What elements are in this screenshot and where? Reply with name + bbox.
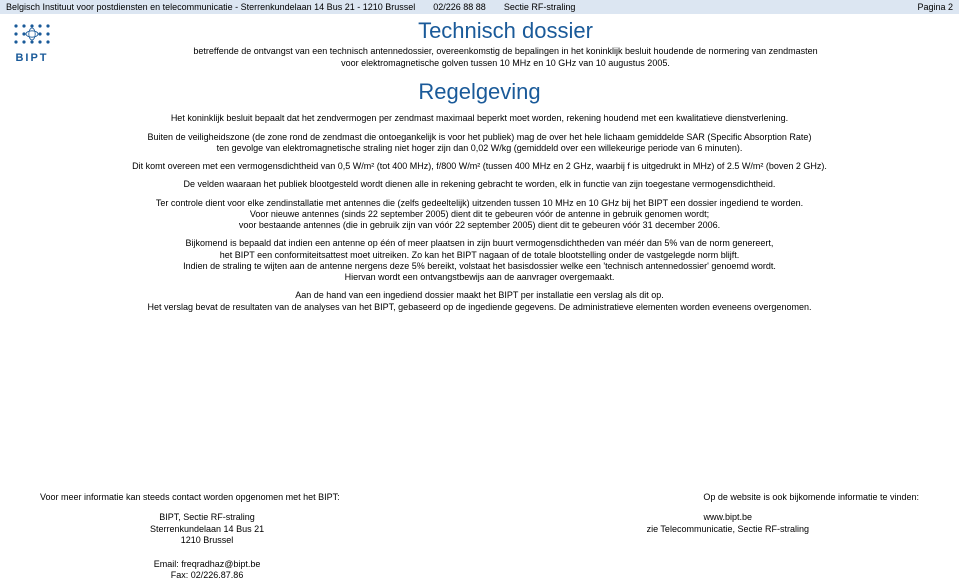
subtitle-line-1: betreffende de ontvangst van een technis… [58,46,953,58]
section-title: Regelgeving [0,79,959,105]
body-text: Het koninklijk besluit bepaalt dat het z… [0,113,959,313]
footer-info-left: Voor meer informatie kan steeds contact … [40,492,340,502]
page-title: Technisch dossier [58,18,953,44]
paragraph: Het koninklijk besluit bepaalt dat het z… [40,113,919,124]
header-page-number: Pagina 2 [917,2,953,12]
logo-text: BIPT [6,52,58,64]
footer-info-right: Op de website is ook bijkomende informat… [703,492,919,502]
paragraph: Bijkomend is bepaald dat indien een ante… [40,238,919,283]
page-header: Belgisch Instituut voor postdiensten en … [0,0,959,14]
header-section: Sectie RF-straling [504,2,576,12]
paragraph: Dit komt overeen met een vermogensdichth… [40,161,919,172]
logo-dots-icon [12,22,52,50]
paragraph: Aan de hand van een ingediend dossier ma… [40,290,919,313]
header-org: Belgisch Instituut voor postdiensten en … [6,2,415,12]
logo-block: BIPT [6,18,58,69]
header-phone: 02/226 88 88 [433,2,486,12]
footer-address: BIPT, Sectie RF-straling Sterrenkundelaa… [150,512,264,582]
paragraph: De velden waaraan het publiek blootgeste… [40,179,919,190]
footer-website: www.bipt.be zie Telecommunicatie, Sectie… [647,512,809,582]
paragraph: Ter controle dient voor elke zendinstall… [40,198,919,232]
page-footer: Voor meer informatie kan steeds contact … [0,492,959,582]
subtitle-line-2: voor elektromagnetische golven tussen 10… [58,58,953,70]
paragraph: Buiten de veiligheidszone (de zone rond … [40,132,919,155]
